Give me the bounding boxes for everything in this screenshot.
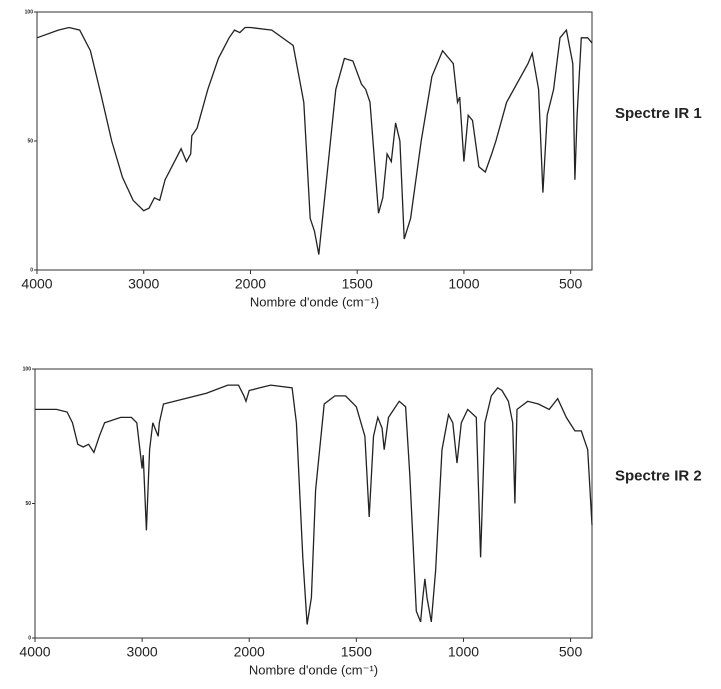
spectrum-line xyxy=(36,26,593,255)
y-tick-label: 0 xyxy=(28,635,31,641)
chart-title: Spectre IR 1 xyxy=(615,105,702,122)
chart-title: Spectre IR 2 xyxy=(615,467,702,484)
x-tick-label: 1500 xyxy=(342,276,373,292)
x-axis-label: Nombre d'onde (cm⁻¹) xyxy=(250,294,379,309)
x-tick-label: 3000 xyxy=(127,644,158,660)
x-tick-label: 4000 xyxy=(19,644,50,660)
y-tick-label: 50 xyxy=(25,501,31,507)
y-tick-label: 50 xyxy=(27,138,33,144)
x-tick-label: 4000 xyxy=(21,276,52,292)
y-tick-label: 0 xyxy=(30,267,33,273)
x-tick-label: 1000 xyxy=(448,276,479,292)
x-tick-label: 3000 xyxy=(128,276,159,292)
spectrum-line xyxy=(35,384,593,625)
x-tick-label: 500 xyxy=(559,276,583,292)
plot-frame xyxy=(34,368,593,639)
y-tick-label: 100 xyxy=(23,366,32,372)
x-tick-label: 500 xyxy=(559,644,583,660)
x-tick-label: 1500 xyxy=(341,644,372,660)
x-tick-label: 2000 xyxy=(235,276,266,292)
x-tick-label: 2000 xyxy=(234,644,265,660)
y-tick-label: 100 xyxy=(25,9,34,15)
x-tick-label: 1000 xyxy=(448,644,479,660)
x-axis-label: Nombre d'onde (cm⁻¹) xyxy=(249,662,378,677)
